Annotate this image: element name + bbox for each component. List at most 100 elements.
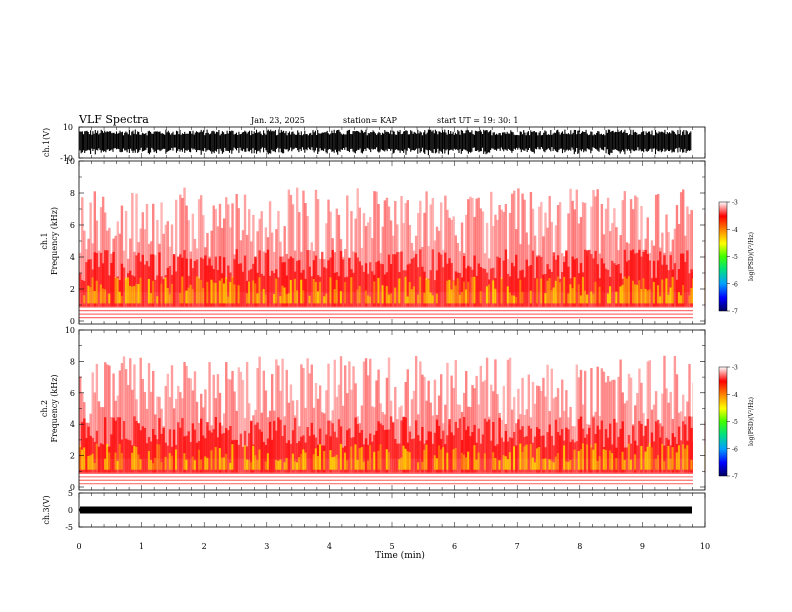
spectrogram-cell bbox=[552, 462, 556, 470]
spectrogram-cell bbox=[204, 389, 207, 459]
spectrogram-cell bbox=[93, 252, 96, 307]
waveform-band bbox=[80, 506, 692, 514]
spectrogram-cell bbox=[454, 421, 457, 473]
spectrogram-cell bbox=[245, 361, 249, 459]
spectrogram-cell bbox=[611, 453, 614, 470]
spectrogram-cell bbox=[364, 438, 368, 473]
spectrogram-cell bbox=[483, 268, 487, 307]
spectrogram-cell bbox=[531, 457, 535, 470]
spectrogram-cell bbox=[344, 281, 347, 304]
spectrogram-cell bbox=[575, 441, 579, 473]
spectrogram-cell bbox=[460, 412, 464, 459]
spectrogram-cell bbox=[191, 423, 195, 473]
spectrogram-cell bbox=[229, 379, 232, 459]
spectrogram-cell bbox=[654, 194, 658, 293]
spectrogram-cell bbox=[485, 286, 489, 304]
spectrogram-cell bbox=[667, 270, 670, 307]
spectrogram-cell bbox=[561, 429, 564, 473]
spectrogram-cell bbox=[97, 266, 101, 307]
spectrogram-cell bbox=[162, 279, 165, 307]
spectrogram-cell bbox=[450, 375, 453, 459]
spectrogram-cell bbox=[216, 226, 220, 293]
spectrogram-cell bbox=[341, 405, 345, 459]
spectrogram-cell bbox=[312, 279, 316, 304]
spectrogram-cell bbox=[523, 277, 526, 307]
spectrogram-cell bbox=[377, 450, 380, 470]
spectrogram-cell bbox=[237, 444, 240, 473]
spectrogram-cell bbox=[487, 419, 491, 473]
spectrogram-cell bbox=[344, 277, 347, 307]
spectrogram-cell bbox=[160, 202, 163, 293]
spectrogram-cell bbox=[212, 429, 215, 473]
spectrogram-cell bbox=[417, 267, 420, 307]
spectrogram-cell bbox=[606, 269, 610, 307]
spectrogram-cell bbox=[187, 220, 190, 293]
spectrogram-cell bbox=[414, 254, 418, 307]
spectrogram-cell bbox=[606, 293, 610, 304]
spectrogram-cell bbox=[227, 204, 230, 293]
spectrogram-cell bbox=[533, 462, 537, 470]
spectrogram-cell bbox=[79, 444, 82, 470]
spectrogram-cell bbox=[181, 276, 184, 304]
spectrogram-cell bbox=[193, 260, 197, 307]
spectrogram-cell bbox=[389, 293, 393, 304]
spectrogram-cell bbox=[479, 443, 483, 473]
spectrogram-cell bbox=[331, 249, 334, 307]
colorbar-tick-label: -5 bbox=[732, 419, 738, 426]
spectrogram-cell bbox=[333, 252, 336, 293]
spectrogram-cell bbox=[302, 290, 305, 304]
spectrogram-cell bbox=[586, 294, 589, 304]
spectrogram-cell bbox=[544, 273, 547, 307]
spectrogram-cell bbox=[573, 449, 576, 470]
spectrogram-cell bbox=[279, 296, 282, 304]
spectrogram-cell bbox=[583, 290, 587, 304]
spectrogram-cell bbox=[241, 446, 245, 473]
spectrogram-cell bbox=[613, 263, 616, 307]
spectrogram-cell bbox=[99, 252, 103, 307]
spectrogram-cell bbox=[661, 443, 664, 470]
spectrogram-cell bbox=[89, 455, 92, 470]
spectrogram-cell bbox=[277, 417, 280, 473]
spectrogram-cell bbox=[273, 420, 276, 473]
spectrogram-cell bbox=[335, 208, 339, 293]
spectrogram-cell bbox=[538, 206, 541, 293]
spectrogram-cell bbox=[594, 281, 597, 304]
spectrogram-cell bbox=[300, 436, 303, 473]
spectrogram-cell bbox=[609, 381, 612, 459]
spectrogram-cell bbox=[473, 388, 476, 459]
spectrogram-cell bbox=[590, 291, 593, 304]
spectrogram-cell bbox=[506, 441, 510, 473]
date-label: Jan. 23, 2025 bbox=[250, 116, 305, 125]
spectrogram-cell bbox=[398, 459, 401, 470]
spectrogram-cell bbox=[498, 417, 501, 473]
spectrogram-cell bbox=[575, 189, 579, 293]
spectrogram-cell bbox=[569, 442, 572, 473]
spectrogram-cell bbox=[454, 447, 457, 470]
spectrogram-cell bbox=[677, 269, 681, 307]
spectrogram-cell bbox=[120, 363, 124, 459]
spectrogram-cell bbox=[510, 438, 514, 473]
spectrogram-cell bbox=[104, 362, 107, 459]
colorbar-tick-label: -7 bbox=[732, 309, 738, 316]
spectrogram-cell bbox=[594, 443, 597, 470]
spectrogram-cell bbox=[264, 252, 268, 307]
spectrogram-cell bbox=[646, 290, 649, 304]
spectrogram-cell bbox=[383, 274, 387, 307]
spectrogram-cell bbox=[87, 426, 90, 473]
spectrogram-cell bbox=[152, 254, 155, 307]
spectrogram-cell bbox=[277, 365, 280, 459]
spectrogram-cell bbox=[206, 265, 209, 307]
spectrogram-cell bbox=[108, 227, 111, 293]
spectrogram-cell bbox=[596, 189, 599, 293]
spectrogram-cell bbox=[235, 439, 238, 473]
spectrogram-cell bbox=[285, 369, 288, 459]
spectrogram-cell bbox=[460, 222, 464, 293]
spectrogram-cell bbox=[646, 418, 649, 473]
spectrogram-cell bbox=[350, 446, 353, 470]
spectrogram-cell bbox=[433, 455, 437, 470]
spectrogram-cell bbox=[287, 402, 291, 459]
spectrogram-cell bbox=[108, 365, 111, 459]
spectrogram-cell bbox=[659, 251, 662, 307]
spectrogram-cell bbox=[81, 279, 84, 307]
spectrogram-cell bbox=[252, 415, 255, 459]
